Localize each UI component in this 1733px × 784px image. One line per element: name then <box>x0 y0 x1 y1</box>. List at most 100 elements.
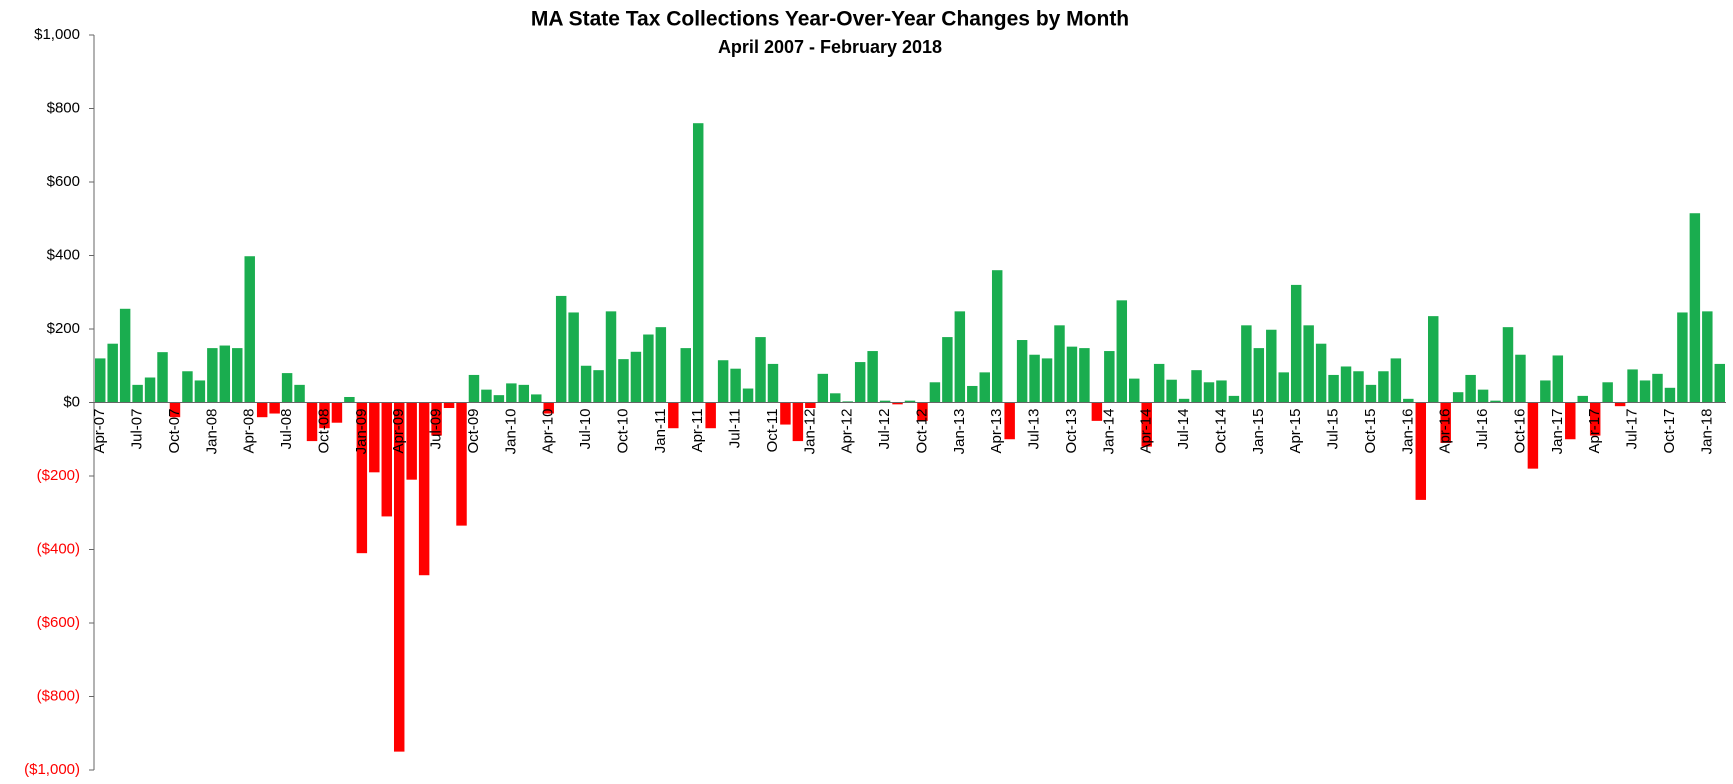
bar <box>1403 398 1414 403</box>
bar <box>1340 366 1352 403</box>
y-tick-label: $800 <box>47 99 80 116</box>
bar <box>1203 382 1215 403</box>
bar <box>369 402 380 473</box>
bar <box>119 308 131 403</box>
x-tick-label: Jul-16 <box>1474 409 1491 450</box>
bar <box>406 402 417 480</box>
bar <box>705 402 716 429</box>
bar <box>630 351 642 403</box>
y-tick-label: ($200) <box>37 467 80 484</box>
bar <box>232 348 243 403</box>
bar <box>892 402 903 405</box>
bar <box>1104 351 1115 403</box>
bar <box>531 394 542 403</box>
bar <box>1452 392 1464 403</box>
bar <box>605 311 617 403</box>
bar <box>132 384 143 403</box>
bar <box>456 402 467 526</box>
bar <box>1664 387 1676 403</box>
bar <box>1589 402 1601 436</box>
bar <box>1328 374 1339 403</box>
y-tick-label: $200 <box>47 320 80 337</box>
bar <box>1652 373 1663 403</box>
bar <box>1029 354 1040 403</box>
x-tick-label: Jan-10 <box>502 409 519 455</box>
bar <box>730 368 741 403</box>
bar <box>207 348 218 403</box>
bar <box>991 270 1003 403</box>
bar <box>194 380 206 403</box>
bar <box>643 334 654 403</box>
bar <box>792 402 804 442</box>
bar <box>418 402 430 576</box>
bar <box>481 389 492 403</box>
bar <box>1004 402 1015 440</box>
bar <box>1714 363 1726 403</box>
bar <box>281 373 293 403</box>
bar <box>904 400 916 403</box>
bar <box>182 371 193 403</box>
bar <box>1228 395 1240 403</box>
bar <box>1565 402 1576 440</box>
bar <box>979 372 990 403</box>
y-tick-label: $1,000 <box>34 26 80 43</box>
bar <box>244 256 255 403</box>
bar <box>1415 402 1427 500</box>
x-tick-label: Jan-08 <box>203 409 220 455</box>
bar <box>269 402 280 414</box>
x-tick-label: Jan-14 <box>1100 409 1117 455</box>
x-tick-label: Apr-15 <box>1287 409 1304 454</box>
bar <box>1353 371 1364 403</box>
bar <box>1315 343 1327 403</box>
bar <box>967 385 978 403</box>
y-tick-label: $0 <box>63 393 80 410</box>
bar <box>468 374 480 403</box>
y-tick-label: $600 <box>47 173 80 190</box>
bar <box>805 402 816 409</box>
bar <box>1054 325 1065 403</box>
x-tick-label: Oct-15 <box>1362 409 1379 454</box>
x-tick-label: Oct-08 <box>315 409 332 454</box>
bar <box>1166 379 1177 403</box>
bar <box>917 402 928 421</box>
bar <box>1241 325 1252 403</box>
bar <box>1689 213 1701 403</box>
bar <box>1041 358 1053 403</box>
chart-subtitle: April 2007 - February 2018 <box>718 37 942 57</box>
bar <box>1465 374 1476 403</box>
x-tick-label: Jul-17 <box>1624 409 1641 450</box>
bar <box>1066 346 1078 403</box>
bar <box>767 363 779 403</box>
bar <box>319 402 330 429</box>
x-tick-label: Jan-16 <box>1399 409 1416 455</box>
x-tick-label: Apr-11 <box>689 409 706 453</box>
bar <box>94 358 106 403</box>
x-tick-label: Oct-07 <box>166 409 183 454</box>
x-tick-label: Jan-18 <box>1698 409 1715 455</box>
x-tick-label: Apr-13 <box>988 408 1005 453</box>
bar <box>842 401 853 403</box>
bar <box>1079 348 1090 403</box>
x-tick-label: Jan-11 <box>652 409 669 454</box>
x-tick-label: Jul-13 <box>1026 409 1043 450</box>
x-tick-label: Jan-09 <box>353 409 370 455</box>
bar <box>817 373 829 403</box>
bar <box>830 393 841 403</box>
x-tick-label: Apr-16 <box>1437 409 1454 454</box>
x-tick-label: Apr-14 <box>1138 409 1155 454</box>
bar <box>1502 327 1514 403</box>
x-tick-label: Oct-09 <box>465 409 482 454</box>
bar <box>1577 395 1588 403</box>
bar <box>1266 329 1277 403</box>
x-tick-label: Oct-13 <box>1063 409 1080 454</box>
bar <box>742 388 754 403</box>
bar <box>954 311 966 403</box>
bar <box>1552 355 1564 403</box>
x-tick-label: Oct-17 <box>1661 409 1678 454</box>
bar <box>1440 402 1451 443</box>
bar <box>431 402 442 436</box>
bar <box>443 402 455 409</box>
bar <box>1614 402 1626 407</box>
